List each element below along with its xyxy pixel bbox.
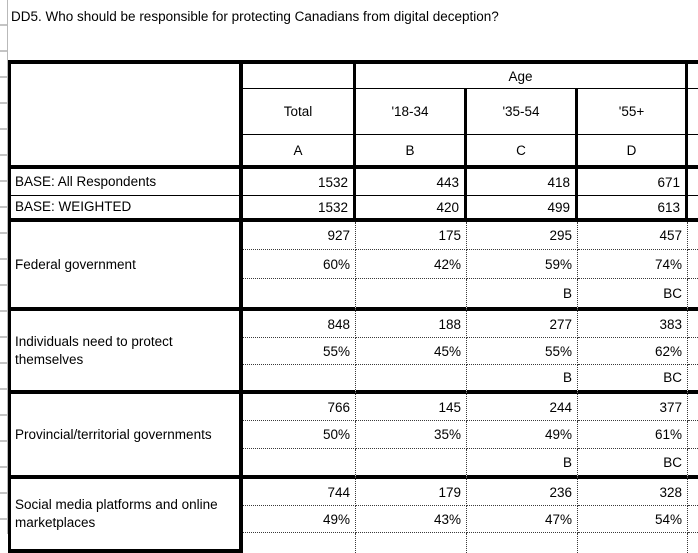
- cell-social-count-right: [688, 479, 698, 506]
- cell-provincial-pct-55plus: 61%: [578, 421, 688, 449]
- row-label-individuals: Individuals need to protect themselves: [11, 311, 243, 394]
- column-letter-a: A: [243, 135, 356, 169]
- cell-individuals-count-right: [688, 311, 698, 338]
- cell-provincial-count-total: 766: [243, 394, 356, 421]
- cell-provincial-pct-35-54: 49%: [467, 421, 578, 449]
- cell-social-sig-18-34: [356, 533, 467, 553]
- cell-individuals-count-35-54: 277: [467, 311, 578, 338]
- cell-individuals-sig-35-54: B: [467, 365, 578, 394]
- cell-federal-pct-18-34: 42%: [356, 250, 467, 279]
- cell-provincial-sig-right: [688, 449, 698, 479]
- cell-federal-count-35-54: 295: [467, 222, 578, 250]
- cell-base-weighted-35-54: 499: [467, 196, 578, 222]
- cell-provincial-pct-right: [688, 421, 698, 449]
- cell-provincial-sig-18-34: [356, 449, 467, 479]
- cell-provincial-sig-35-54: B: [467, 449, 578, 479]
- cell-base-all-35-54: 418: [467, 169, 578, 196]
- cell-social-sig-right: [688, 533, 698, 553]
- column-header-35-54: '35-54: [467, 89, 578, 135]
- cell-individuals-pct-total: 55%: [243, 338, 356, 365]
- cell-individuals-pct-right: [688, 338, 698, 365]
- row-label-federal-government: Federal government: [11, 222, 243, 311]
- row-label-social-media: Social media platforms and online market…: [11, 479, 243, 553]
- cell-individuals-sig-18-34: [356, 365, 467, 394]
- cell-federal-count-55plus: 457: [578, 222, 688, 250]
- cell-social-sig-55plus: [578, 533, 688, 553]
- letter-spacer-right: [688, 135, 698, 169]
- cell-social-sig-35-54: [467, 533, 578, 553]
- cell-federal-pct-55plus: 74%: [578, 250, 688, 279]
- cell-federal-sig-right: [688, 279, 698, 311]
- row-label-provincial: Provincial/territorial governments: [11, 394, 243, 479]
- cell-social-count-total: 744: [243, 479, 356, 506]
- cell-federal-pct-total: 60%: [243, 250, 356, 279]
- question-title: DD5. Who should be responsible for prote…: [11, 9, 499, 24]
- cell-social-pct-right: [688, 506, 698, 533]
- cell-base-all-total: 1532: [243, 169, 356, 196]
- cell-base-all-right: [688, 169, 698, 196]
- cell-federal-pct-right: [688, 250, 698, 279]
- cell-individuals-pct-55plus: 62%: [578, 338, 688, 365]
- row-label-base-all: BASE: All Respondents: [11, 169, 243, 196]
- cell-social-pct-18-34: 43%: [356, 506, 467, 533]
- header-stub-cell: [11, 64, 243, 169]
- cell-social-pct-total: 49%: [243, 506, 356, 533]
- cell-individuals-sig-total: [243, 365, 356, 394]
- cell-individuals-count-18-34: 188: [356, 311, 467, 338]
- cell-social-count-55plus: 328: [578, 479, 688, 506]
- cell-provincial-sig-55plus: BC: [578, 449, 688, 479]
- cell-provincial-sig-total: [243, 449, 356, 479]
- crosstab-table: Age Total '18-34 '35-54 '55+ A B C D BAS…: [8, 60, 698, 553]
- cell-base-weighted-right: [688, 196, 698, 222]
- cell-social-count-35-54: 236: [467, 479, 578, 506]
- header-spacer-right: [688, 89, 698, 135]
- cell-provincial-pct-18-34: 35%: [356, 421, 467, 449]
- banner-age-label: Age: [356, 64, 688, 89]
- row-label-base-weighted: BASE: WEIGHTED: [11, 196, 243, 222]
- cell-federal-count-right: [688, 222, 698, 250]
- header-banner-spacer-total: [243, 64, 356, 89]
- column-header-total: Total: [243, 89, 356, 135]
- column-letter-b: B: [356, 135, 467, 169]
- cell-provincial-count-18-34: 145: [356, 394, 467, 421]
- cell-base-weighted-55plus: 613: [578, 196, 688, 222]
- cell-provincial-count-35-54: 244: [467, 394, 578, 421]
- cell-base-weighted-18-34: 420: [356, 196, 467, 222]
- cell-federal-count-total: 927: [243, 222, 356, 250]
- cell-federal-sig-35-54: B: [467, 279, 578, 311]
- cell-individuals-count-55plus: 383: [578, 311, 688, 338]
- cell-social-pct-35-54: 47%: [467, 506, 578, 533]
- cell-social-count-18-34: 179: [356, 479, 467, 506]
- cell-base-all-55plus: 671: [578, 169, 688, 196]
- cell-base-all-18-34: 443: [356, 169, 467, 196]
- cell-federal-sig-18-34: [356, 279, 467, 311]
- header-banner-spacer-right: [688, 64, 698, 89]
- cell-social-pct-55plus: 54%: [578, 506, 688, 533]
- cell-provincial-pct-total: 50%: [243, 421, 356, 449]
- cell-social-sig-total: [243, 533, 356, 553]
- cell-federal-sig-55plus: BC: [578, 279, 688, 311]
- cell-individuals-pct-18-34: 45%: [356, 338, 467, 365]
- cell-federal-count-18-34: 175: [356, 222, 467, 250]
- cell-individuals-pct-35-54: 55%: [467, 338, 578, 365]
- spreadsheet-edge-strip: [0, 0, 8, 534]
- column-header-55plus: '55+: [578, 89, 688, 135]
- cell-provincial-count-right: [688, 394, 698, 421]
- column-header-18-34: '18-34: [356, 89, 467, 135]
- cell-individuals-count-total: 848: [243, 311, 356, 338]
- cell-base-weighted-total: 1532: [243, 196, 356, 222]
- cell-individuals-sig-55plus: BC: [578, 365, 688, 394]
- column-letter-d: D: [578, 135, 688, 169]
- cell-federal-pct-35-54: 59%: [467, 250, 578, 279]
- cell-federal-sig-total: [243, 279, 356, 311]
- cell-individuals-sig-right: [688, 365, 698, 394]
- column-letter-c: C: [467, 135, 578, 169]
- cell-provincial-count-55plus: 377: [578, 394, 688, 421]
